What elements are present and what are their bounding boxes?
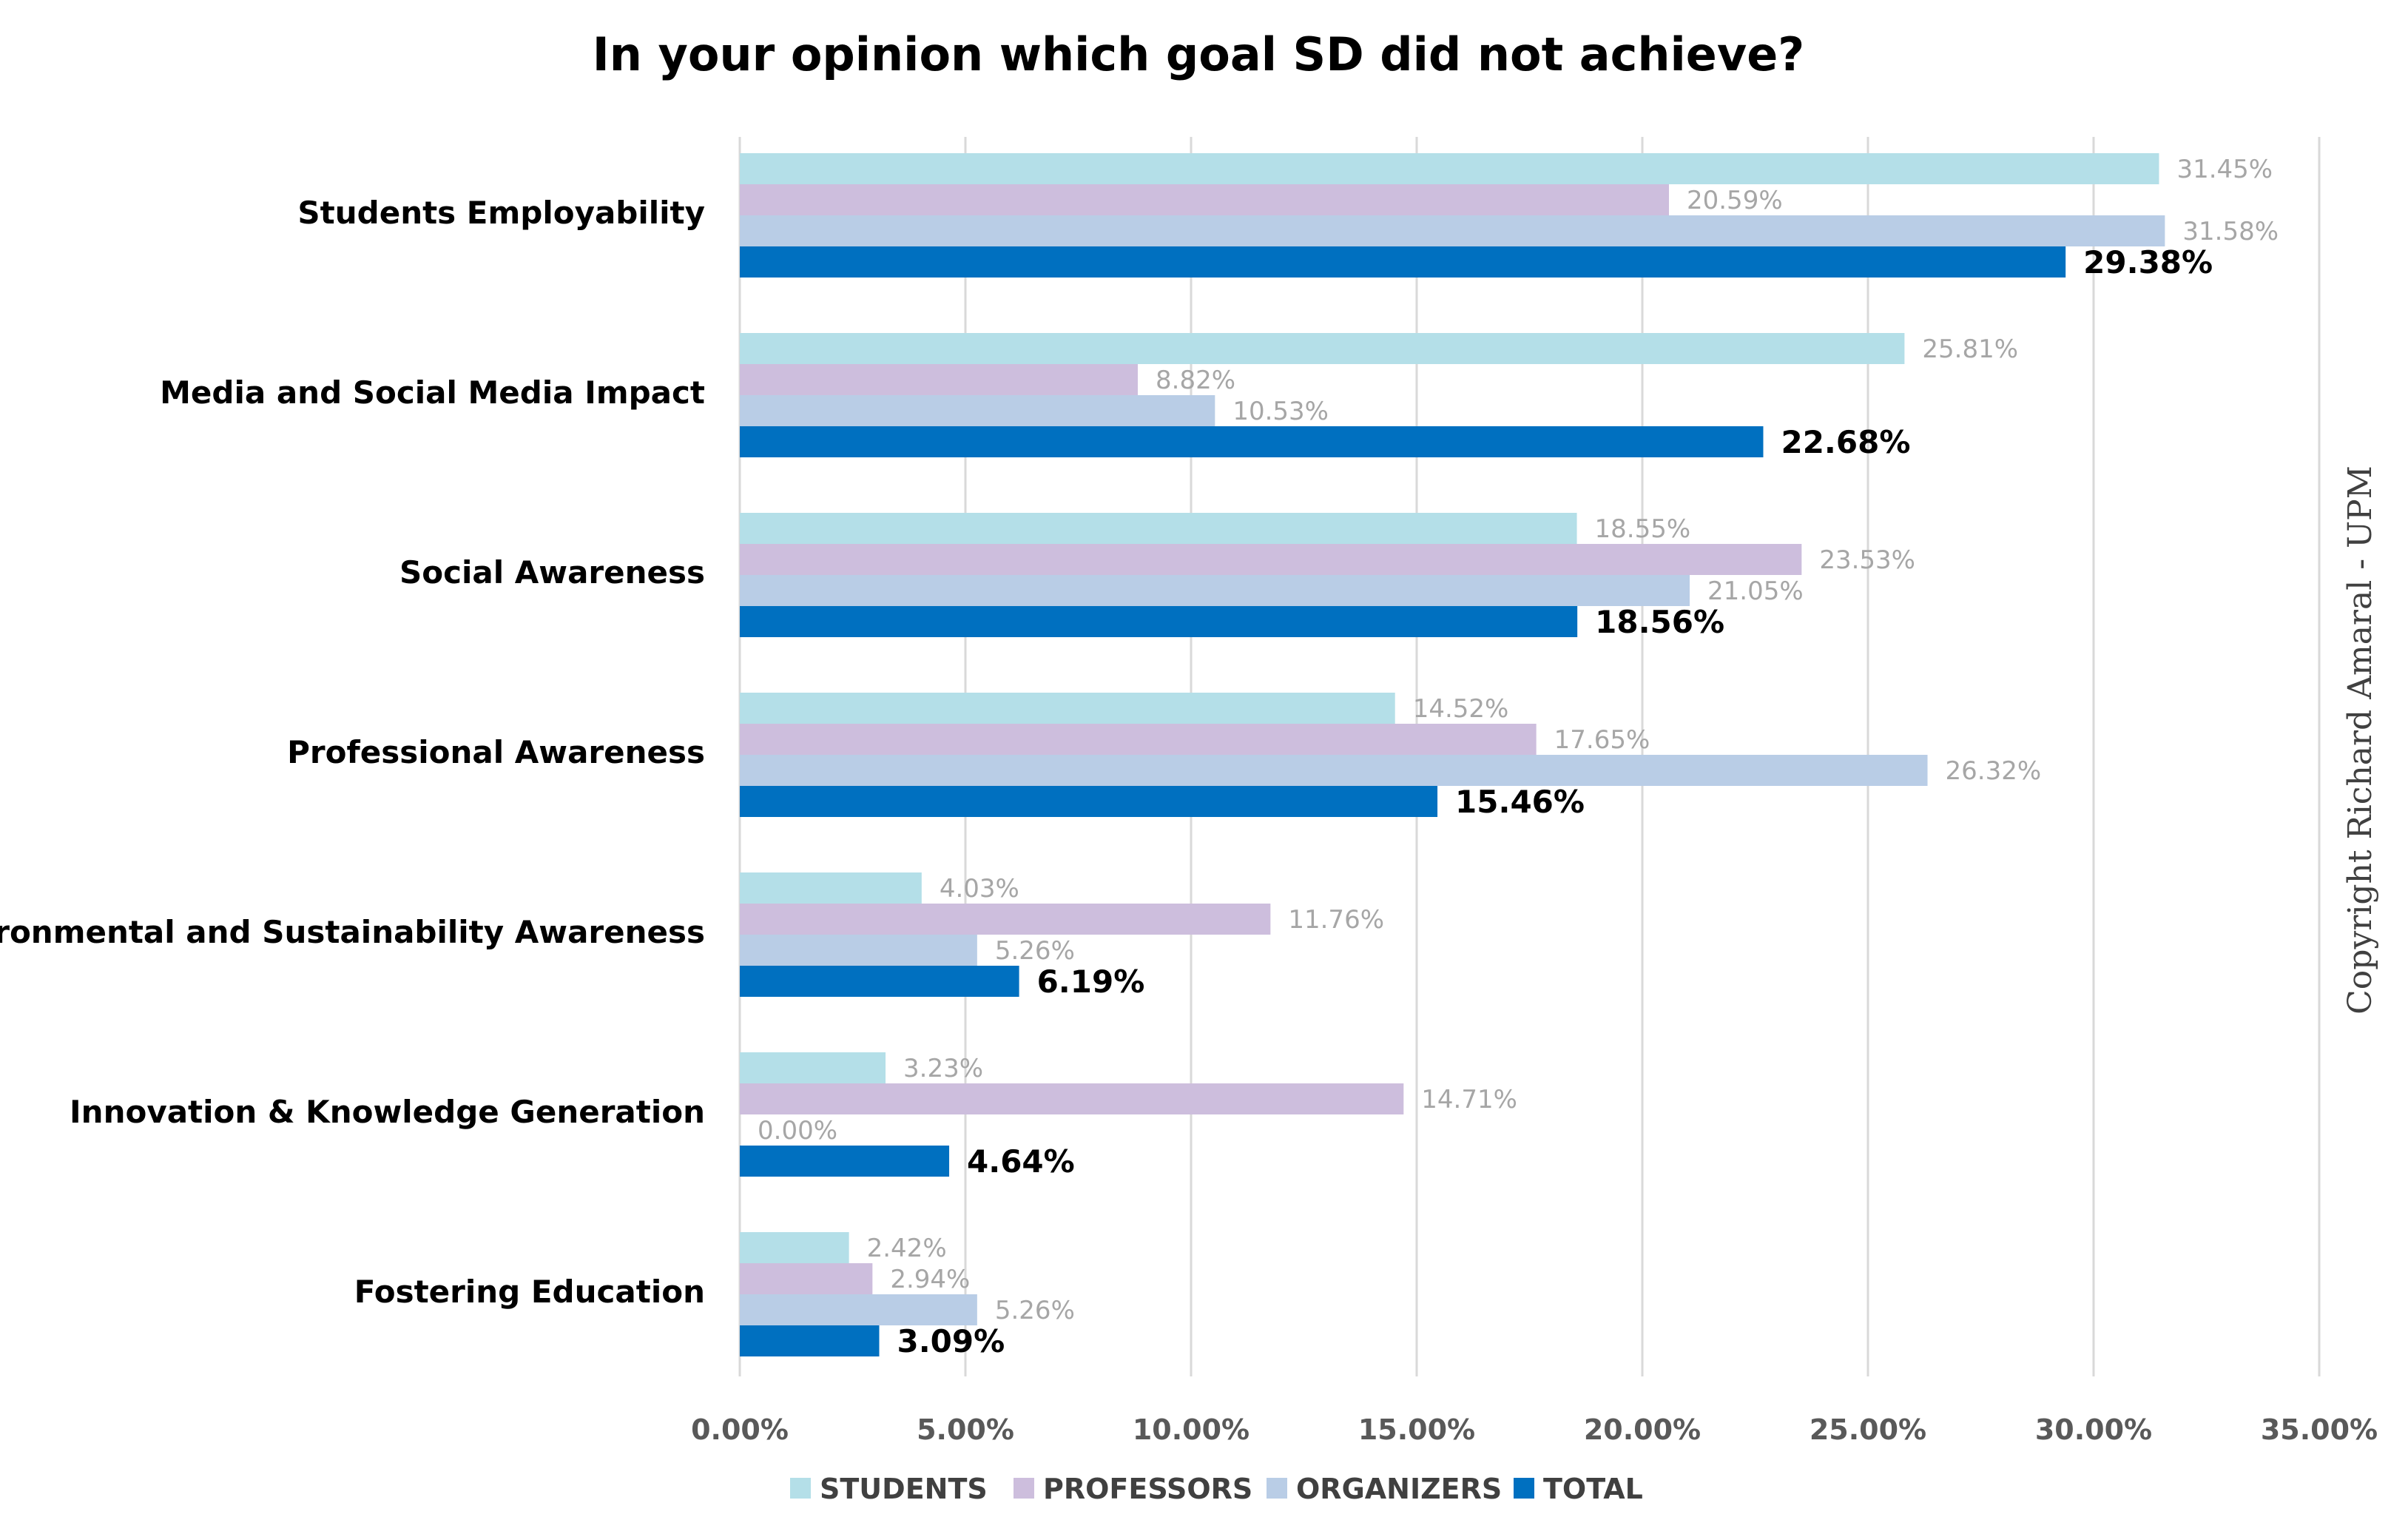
bar-professors xyxy=(740,904,1271,935)
x-tick-label: 30.00% xyxy=(2035,1413,2152,1446)
data-label-professors: 17.65% xyxy=(1554,725,1650,755)
bar-professors xyxy=(740,724,1537,755)
bar-students xyxy=(740,153,2159,184)
legend-label: TOTAL xyxy=(1543,1473,1643,1505)
bar-students xyxy=(740,333,1905,364)
data-label-organizers: 5.26% xyxy=(995,1296,1075,1325)
category-label: Media and Social Media Impact xyxy=(160,374,705,411)
bar-organizers xyxy=(740,1294,977,1325)
category-label: Social Awareness xyxy=(399,554,705,591)
legend-swatch xyxy=(1514,1478,1534,1499)
chart-title: In your opinion which goal SD did not ac… xyxy=(593,27,1805,81)
bar-organizers xyxy=(740,935,977,966)
data-label-organizers: 0.00% xyxy=(758,1116,837,1146)
category-label: Fostering Education xyxy=(354,1274,705,1310)
data-label-total: 6.19% xyxy=(1037,964,1145,1000)
category-label: Environmental and Sustainability Awarene… xyxy=(0,914,705,950)
bars xyxy=(740,153,2165,1356)
legend-swatch xyxy=(1267,1478,1287,1499)
data-label-students: 3.23% xyxy=(903,1054,983,1083)
data-label-students: 14.52% xyxy=(1413,694,1509,724)
legend-swatch xyxy=(790,1478,811,1499)
bar-total xyxy=(740,1146,950,1177)
bar-total xyxy=(740,246,2066,278)
copyright-annotation: Copyright Richard Amaral - UPM xyxy=(2341,465,2379,1015)
legend-swatch xyxy=(1014,1478,1034,1499)
category-label: Innovation & Knowledge Generation xyxy=(70,1094,705,1130)
data-labels: 31.45%25.81%18.55%14.52%4.03%3.23%2.42%2… xyxy=(758,155,2279,1359)
x-tick-label: 35.00% xyxy=(2261,1413,2378,1446)
data-label-professors: 8.82% xyxy=(1156,366,1235,395)
x-tick-label: 0.00% xyxy=(691,1413,789,1446)
data-label-total: 3.09% xyxy=(897,1323,1005,1359)
data-label-total: 4.64% xyxy=(967,1143,1075,1180)
category-label: Professional Awareness xyxy=(287,734,705,770)
data-label-organizers: 21.05% xyxy=(1707,576,1804,606)
x-tick-label: 20.00% xyxy=(1584,1413,1701,1446)
data-label-students: 18.55% xyxy=(1595,514,1691,544)
bar-organizers xyxy=(740,395,1215,426)
bar-organizers xyxy=(740,755,1928,786)
data-label-total: 22.68% xyxy=(1781,424,1910,460)
bar-total xyxy=(740,786,1438,817)
category-label: Students Employability xyxy=(297,195,705,231)
legend-label: ORGANIZERS xyxy=(1296,1473,1502,1505)
data-label-professors: 2.94% xyxy=(890,1265,970,1294)
data-label-professors: 20.59% xyxy=(1687,186,1783,215)
data-label-professors: 23.53% xyxy=(1819,545,1915,575)
bar-organizers xyxy=(740,215,2165,246)
data-label-total: 15.46% xyxy=(1455,784,1585,820)
bar-professors xyxy=(740,364,1139,395)
data-label-organizers: 10.53% xyxy=(1232,397,1329,426)
bar-students xyxy=(740,872,922,904)
data-label-students: 31.45% xyxy=(2176,155,2273,184)
bar-total xyxy=(740,966,1019,997)
data-label-professors: 11.76% xyxy=(1288,905,1384,935)
axis-labels: 0.00% 5.00% 10.00% 15.00% 20.00% 25.00% 30.00%… xyxy=(0,195,2378,1446)
bar-students xyxy=(740,513,1577,544)
bar-professors xyxy=(740,184,1669,215)
bar-total xyxy=(740,1325,880,1356)
bar-total xyxy=(740,426,1764,457)
bar-professors xyxy=(740,1083,1404,1114)
data-label-organizers: 5.26% xyxy=(995,936,1075,966)
data-label-students: 4.03% xyxy=(940,874,1019,904)
x-tick-label: 15.00% xyxy=(1358,1413,1475,1446)
data-label-students: 2.42% xyxy=(867,1234,947,1263)
bar-students xyxy=(740,1052,886,1083)
x-tick-label: 10.00% xyxy=(1133,1413,1249,1446)
bar-organizers xyxy=(740,575,1690,606)
data-label-organizers: 26.32% xyxy=(1946,756,2042,786)
x-tick-label: 25.00% xyxy=(1810,1413,1926,1446)
data-label-organizers: 31.58% xyxy=(2182,217,2279,246)
data-label-students: 25.81% xyxy=(1922,334,2018,364)
x-tick-label: 5.00% xyxy=(917,1413,1014,1446)
bar-students xyxy=(740,693,1395,724)
legend: STUDENTS PROFESSORS ORGANIZERS TOTAL xyxy=(790,1473,1643,1505)
legend-label: PROFESSORS xyxy=(1043,1473,1252,1505)
data-label-professors: 14.71% xyxy=(1421,1085,1517,1114)
bar-students xyxy=(740,1232,849,1263)
legend-label: STUDENTS xyxy=(820,1473,988,1505)
data-label-total: 29.38% xyxy=(2083,244,2213,280)
bar-professors xyxy=(740,544,1802,575)
bar-professors xyxy=(740,1263,873,1294)
data-label-total: 18.56% xyxy=(1595,604,1724,640)
bar-total xyxy=(740,606,1578,637)
